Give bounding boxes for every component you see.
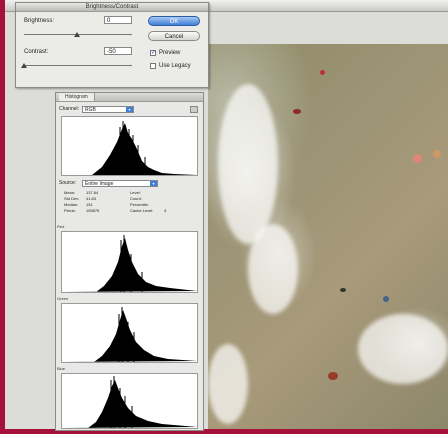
legacy-checkbox[interactable]	[150, 63, 156, 69]
stat-label: Count:	[130, 196, 142, 201]
brightness-label: Brightness:	[24, 18, 55, 24]
stat-label: Percentile:	[130, 202, 149, 207]
channel-label-green: Green	[57, 296, 69, 301]
channel-select[interactable]: RGB ▾	[82, 106, 134, 113]
app-window: Brightness/Contrast Brightness: 0 Contra…	[5, 0, 448, 431]
chevron-down-icon: ▾	[126, 107, 133, 112]
red-histogram	[61, 231, 198, 293]
channel-label-blue: Blue	[57, 366, 66, 371]
tab-histogram[interactable]: Histogram	[59, 93, 95, 101]
stat-value: 137.64	[86, 190, 99, 195]
contrast-slider-thumb[interactable]	[21, 63, 27, 68]
stat-value: 155875	[86, 208, 100, 213]
preview-checkbox[interactable]: ✓	[150, 50, 156, 56]
brightness-contrast-dialog: Brightness/Contrast Brightness: 0 Contra…	[15, 2, 209, 88]
stat-value: 151	[86, 202, 93, 207]
channel-value: RGB	[85, 107, 96, 113]
stat-label: Pixels:	[64, 208, 76, 213]
source-label: Source:	[59, 180, 77, 186]
ok-button[interactable]: OK	[148, 16, 200, 26]
stat-label: Cache Level:	[130, 208, 154, 213]
red-histogram-graph	[64, 235, 197, 292]
source-select[interactable]: Entire Image ▾	[82, 180, 158, 187]
cancel-button[interactable]: Cancel	[148, 31, 200, 41]
source-value: Entire Image	[85, 181, 114, 187]
contrast-slider-track[interactable]	[24, 65, 132, 66]
preview-label: Preview	[159, 50, 181, 56]
blue-histogram	[61, 373, 198, 429]
stat-value: 3	[164, 208, 167, 213]
legacy-label: Use Legacy	[159, 63, 191, 69]
stat-label: Std Dev:	[64, 196, 80, 201]
contrast-field[interactable]: -50	[104, 47, 132, 55]
chevron-down-icon: ▾	[150, 181, 157, 186]
contrast-label: Contrast:	[24, 49, 49, 55]
histogram-panel: Histogram Channel: RGB ▾ Source: Entire …	[55, 92, 204, 431]
composite-histogram	[61, 116, 198, 176]
histogram-tab-bar: Histogram	[56, 93, 203, 102]
channel-label: Channel:	[59, 106, 80, 112]
stat-value: 41.83	[86, 196, 97, 201]
stat-label: Level:	[130, 190, 141, 195]
stat-label: Mean:	[64, 190, 76, 195]
brightness-slider-thumb[interactable]	[74, 32, 80, 37]
checkmark-icon: ✓	[151, 50, 157, 56]
composite-histogram-graph	[64, 121, 197, 175]
green-histogram-graph	[64, 307, 197, 362]
panel-options-button[interactable]	[190, 106, 198, 113]
dialog-title: Brightness/Contrast	[16, 3, 208, 12]
green-histogram	[61, 303, 198, 363]
channel-label-red: Red	[57, 224, 65, 229]
brightness-field[interactable]: 0	[104, 16, 132, 24]
stat-label: Median:	[64, 202, 79, 207]
blue-histogram-graph	[64, 376, 197, 428]
document-canvas[interactable]	[208, 44, 448, 429]
